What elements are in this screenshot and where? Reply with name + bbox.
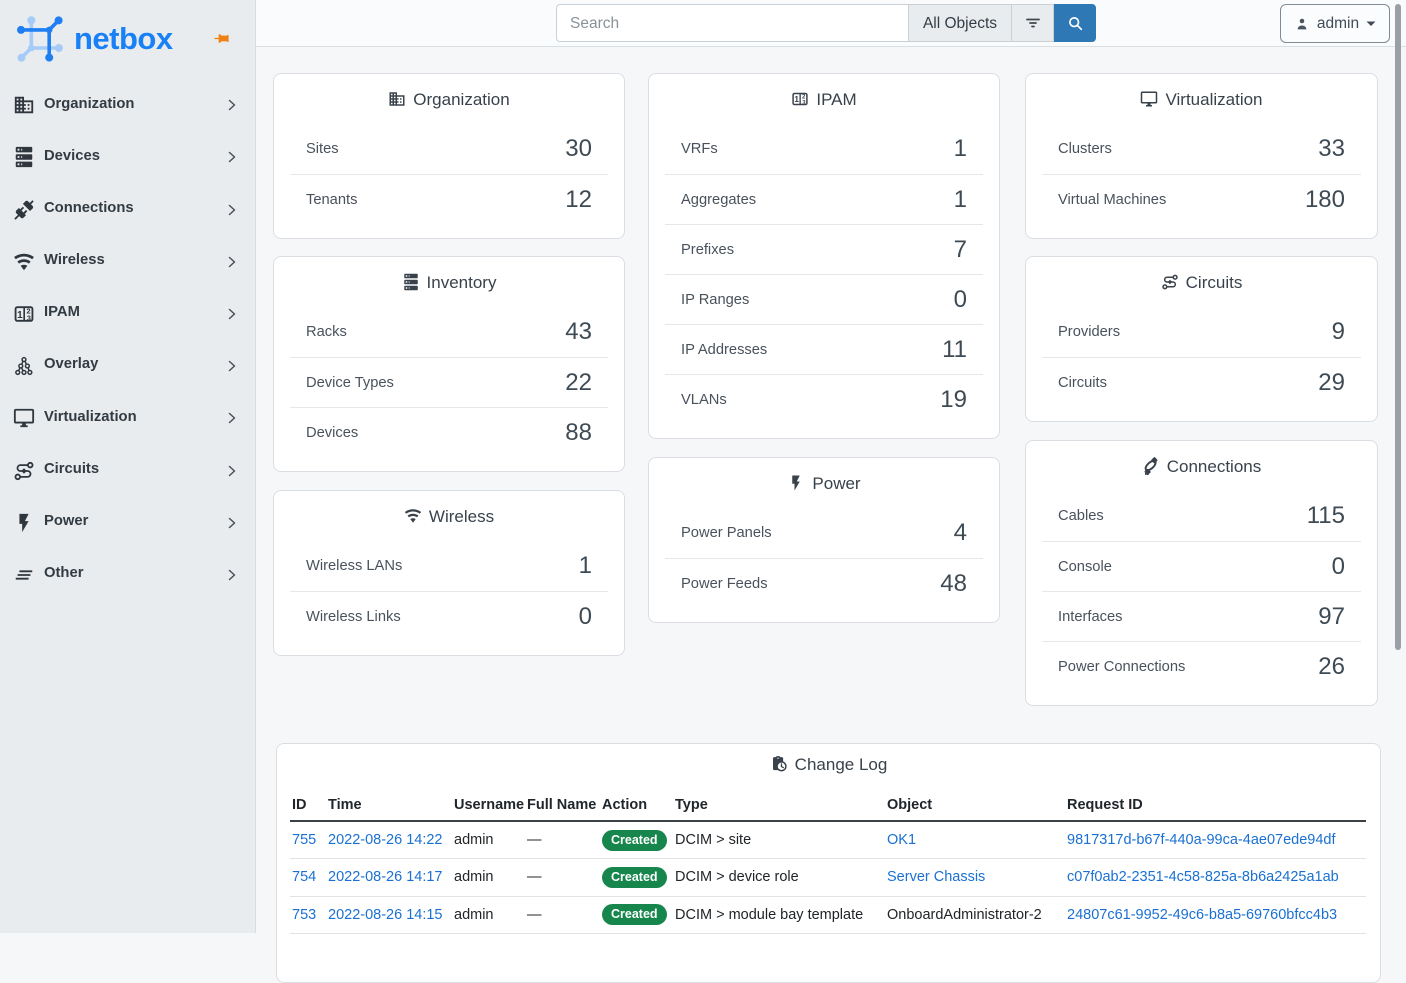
svg-text:3: 3 bbox=[27, 313, 31, 322]
svg-text:2: 2 bbox=[26, 306, 30, 315]
svg-text:2: 2 bbox=[802, 95, 806, 101]
svg-text:3: 3 bbox=[803, 100, 807, 106]
svg-text:1: 1 bbox=[17, 309, 23, 320]
svg-text:1: 1 bbox=[795, 95, 800, 104]
